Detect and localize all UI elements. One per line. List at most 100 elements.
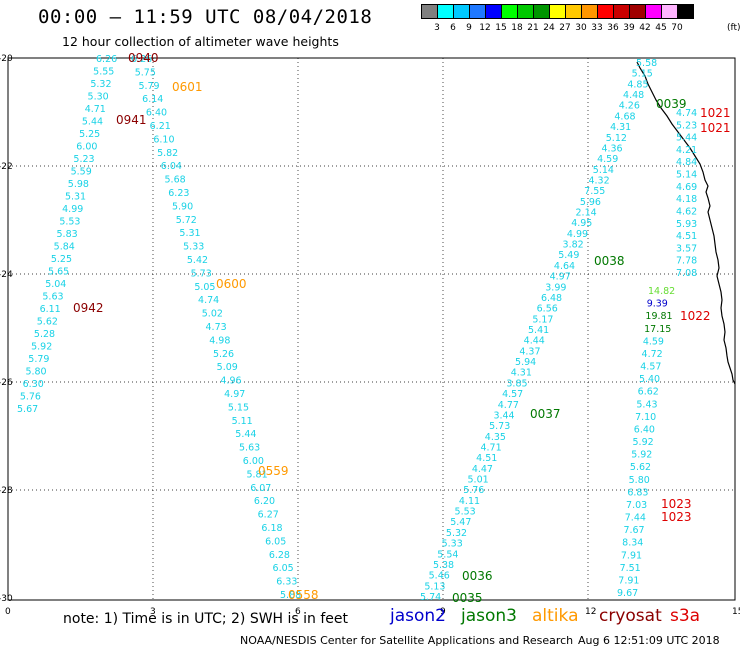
wave-height-label: 5.15 [632, 69, 653, 80]
wave-height-label: 4.74 [676, 108, 697, 119]
wave-height-label: 5.13 [424, 581, 445, 592]
coastline [636, 61, 736, 385]
wave-height-label: 5.26 [213, 349, 234, 360]
wave-height-label: 6.56 [537, 304, 558, 315]
pass-id-label: 0941 [116, 113, 147, 127]
legend-tick-label: 18 [511, 23, 523, 33]
satellite-name-cryosat: cryosat [599, 606, 662, 626]
wave-height-label: 4.51 [476, 453, 497, 464]
wave-height-label: 4.32 [588, 175, 609, 186]
wave-height-label: 3.57 [676, 243, 697, 254]
wave-height-label: 7.91 [618, 575, 639, 586]
wave-height-label: 5.98 [68, 179, 89, 190]
wave-height-label: 4.31 [610, 122, 631, 133]
wave-height-label: 5.80 [25, 367, 46, 378]
wave-height-label: 6.30 [23, 379, 44, 390]
wave-height-label: 5.31 [65, 192, 86, 203]
wave-height-label: 6.00 [76, 142, 97, 153]
legend-swatches [421, 4, 694, 19]
wave-height-label: 4.35 [485, 432, 506, 443]
credit-line: NOAA/NESDIS Center for Satellite Applica… [240, 634, 574, 647]
wave-height-label: 5.42 [187, 255, 208, 266]
wave-height-label: 3.99 [545, 282, 566, 293]
wave-height-label: 5.09 [217, 362, 238, 373]
wave-height-label: 5.84 [54, 242, 75, 253]
wave-height-label: 5.92 [633, 437, 654, 448]
pass-id-label: 1021 [700, 121, 731, 135]
wave-height-label: 6.26 [131, 54, 152, 65]
legend-tick-label: 9 [466, 23, 472, 33]
wave-height-label: 4.71 [85, 104, 106, 115]
wave-height-label: 5.80 [629, 475, 650, 486]
wave-height-label: 5.83 [57, 229, 78, 240]
legend-tick-label: 3 [434, 23, 440, 33]
wave-height-label: 5.25 [51, 254, 72, 265]
wave-height-label: 7.78 [676, 256, 697, 267]
wave-height-label: 4.11 [459, 496, 480, 507]
wave-height-label: 5.63 [239, 443, 260, 454]
legend-tick-label: 39 [623, 23, 635, 33]
wave-height-label: 6.40 [634, 424, 655, 435]
wave-height-label: 4.98 [209, 335, 230, 346]
pass-id-label: 0600 [216, 277, 247, 291]
wave-height-label: 5.68 [165, 175, 186, 186]
wave-height-label: 9.39 [647, 299, 668, 310]
wave-height-label: 4.51 [676, 231, 697, 242]
wave-height-label: 6.83 [627, 487, 648, 498]
pass-id-label: 0940 [128, 51, 159, 65]
wave-height-label: 5.72 [176, 215, 197, 226]
wave-height-label: 5.31 [179, 228, 200, 239]
wave-height-label: 5.23 [73, 154, 94, 165]
header-subtitle: 12 hour collection of altimeter wave hei… [62, 34, 339, 49]
wave-height-label: 14.82 [648, 286, 675, 297]
y-axis-tick-label: -30 [0, 594, 13, 604]
wave-height-label: 5.33 [183, 242, 204, 253]
generated-timestamp: Aug 6 12:51:09 UTC 2018 [578, 634, 720, 647]
wave-height-label: 6.14 [142, 94, 163, 105]
wave-height-label: 6.07 [250, 483, 271, 494]
wave-height-label: 4.26 [619, 101, 640, 112]
wave-height-label: 5.30 [88, 92, 109, 103]
legend-tick-label: 27 [559, 23, 571, 33]
wave-height-label: 6.20 [254, 496, 275, 507]
wave-height-label: 5.12 [606, 133, 627, 144]
wave-height-label: 5.28 [34, 329, 55, 340]
wave-height-label: 6.21 [150, 121, 171, 132]
wave-height-label: 4.69 [676, 182, 697, 193]
wave-height-label: 4.85 [627, 79, 648, 90]
wave-height-label: 5.05 [194, 282, 215, 293]
pass-id-label: 0559 [258, 464, 289, 478]
wave-height-label: 5.90 [172, 201, 193, 212]
wave-height-label: 5.94 [515, 357, 536, 368]
pass-id-label: 1023 [661, 497, 692, 511]
wave-height-label: 5.59 [71, 167, 92, 178]
satellite-name-altika: altika [532, 606, 579, 626]
wave-height-label: 5.17 [532, 314, 553, 325]
wave-height-label: 8.34 [622, 538, 643, 549]
wave-height-label: 4.97 [224, 389, 245, 400]
wave-height-label: 3.44 [493, 410, 514, 421]
legend-tick-label: 33 [591, 23, 603, 33]
wave-height-label: 4.97 [550, 272, 571, 283]
x-axis-tick-label: 9 [440, 607, 446, 617]
wave-height-label: 5.32 [90, 79, 111, 90]
wave-height-label: 7.08 [676, 268, 697, 279]
wave-height-label: 5.79 [138, 81, 159, 92]
y-axis-tick-label: -28 [0, 486, 13, 496]
pass-id-label: 1022 [680, 309, 711, 323]
wave-height-label: 5.11 [232, 416, 253, 427]
legend-tick-label: 15 [495, 23, 507, 33]
wave-height-label: 4.59 [597, 154, 618, 165]
footer-note: note: 1) Time is in UTC; 2) SWH is in fe… [63, 611, 349, 627]
wave-height-label: 6.23 [168, 188, 189, 199]
wave-height-label: 4.57 [502, 389, 523, 400]
pass-id-label: 0942 [73, 301, 104, 315]
y-axis-tick-label: -22 [0, 162, 13, 172]
legend-tick-label: 12 [479, 23, 491, 33]
wave-height-label: 5.53 [59, 217, 80, 228]
pass-id-label: 1021 [700, 106, 731, 120]
wave-height-label: 5.58 [636, 58, 657, 69]
wave-height-label: 5.23 [676, 120, 697, 131]
wave-height-label: 7.55 [584, 186, 605, 197]
